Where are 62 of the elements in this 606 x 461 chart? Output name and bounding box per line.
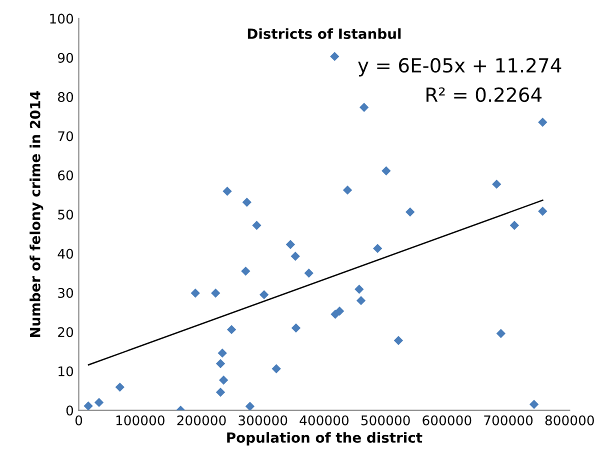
- point: [510, 220, 520, 230]
- y-tick-label: 70: [58, 131, 74, 142]
- point: [222, 186, 232, 196]
- point: [496, 328, 506, 338]
- point: [538, 118, 548, 127]
- y-tick-label: 30: [58, 288, 74, 298]
- point: [216, 388, 226, 397]
- point: [241, 266, 250, 276]
- point: [529, 400, 539, 410]
- x-tick-label: 200000: [177, 415, 226, 426]
- x-tick-label: 800000: [545, 415, 594, 426]
- point: [372, 244, 382, 254]
- y-tick-label: 50: [58, 210, 74, 220]
- point: [94, 398, 104, 408]
- y-tick-label: 100: [50, 14, 74, 24]
- point: [218, 376, 228, 385]
- point: [330, 52, 340, 62]
- point: [190, 288, 200, 298]
- point: [242, 198, 252, 207]
- point: [354, 284, 364, 294]
- annotation: R² = 0.2264: [426, 87, 542, 102]
- point: [356, 296, 366, 306]
- point: [252, 220, 262, 230]
- x-tick-label: 100000: [116, 415, 164, 426]
- point: [359, 102, 369, 112]
- point: [334, 306, 344, 316]
- point: [216, 359, 226, 368]
- point: [259, 290, 269, 300]
- point: [211, 288, 220, 298]
- point: [115, 382, 124, 392]
- x-tick-label: 400000: [300, 415, 349, 426]
- x-tick-label: 300000: [238, 415, 288, 426]
- y-tick-label: 10: [58, 366, 74, 376]
- point: [406, 207, 415, 217]
- y-tick-label: 60: [58, 170, 74, 180]
- text: Districts of Istanbul: [248, 28, 401, 39]
- x-tick-label: 700000: [484, 415, 533, 426]
- point: [382, 166, 391, 176]
- x-axis-title: Population of the district: [227, 432, 422, 446]
- point: [226, 324, 236, 334]
- point: [342, 185, 352, 195]
- y-tick-label: 40: [58, 248, 74, 259]
- point: [291, 323, 301, 333]
- y-axis-title: Number of felony crime in 2014: [30, 91, 44, 337]
- x-tick-label: 500000: [361, 415, 410, 426]
- point: [272, 364, 281, 374]
- point: [394, 336, 404, 346]
- point: [290, 252, 300, 261]
- annotation: y = 6E-05x + 11.274: [358, 58, 562, 76]
- y-tick-label: 20: [58, 327, 74, 338]
- x-tick-label: 0: [75, 415, 82, 426]
- point: [304, 268, 314, 278]
- y-tick-label: 0: [66, 406, 74, 416]
- point: [245, 402, 255, 410]
- point: [492, 180, 502, 189]
- x-tick-label: 600000: [422, 415, 472, 426]
- point: [218, 348, 227, 358]
- y-tick-label: 80: [58, 92, 74, 102]
- point: [538, 206, 548, 216]
- y-tick-label: 90: [58, 52, 74, 63]
- point: [84, 401, 93, 410]
- point: [286, 240, 296, 250]
